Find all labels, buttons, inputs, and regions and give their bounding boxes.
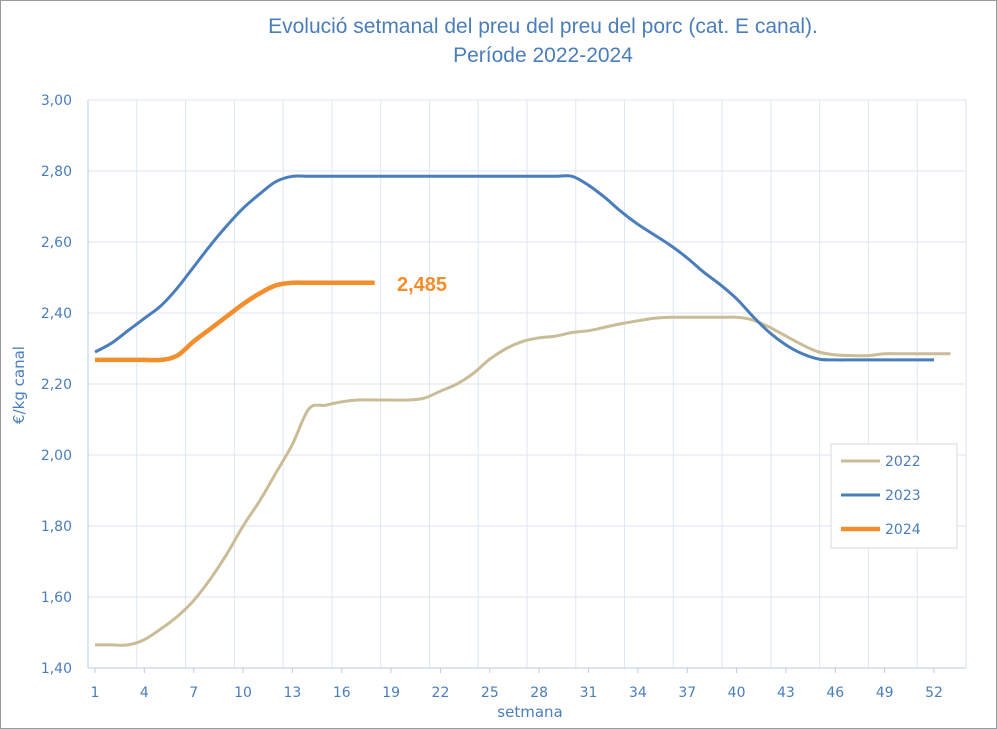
- x-tick-label: 16: [333, 685, 351, 701]
- x-tick-label: 1: [91, 685, 100, 701]
- x-tick-label: 19: [382, 685, 400, 701]
- x-tick-label: 43: [777, 685, 795, 701]
- series-line-2023: [94, 174, 934, 362]
- chart-title: Evolució setmanal del preu del preu del …: [268, 15, 818, 38]
- y-tick-label: 2,60: [41, 235, 72, 251]
- last-value-annotation: 2,485: [397, 274, 447, 296]
- legend-label-2022: 2022: [885, 454, 921, 470]
- y-axis-label: €/kg canal: [10, 346, 28, 424]
- legend-label-2023: 2023: [885, 488, 921, 504]
- series-lines: [94, 174, 951, 647]
- x-tick-label: 46: [826, 685, 844, 701]
- x-tick-label: 10: [234, 685, 252, 701]
- x-tick-label: 31: [580, 685, 598, 701]
- ticks: 1,40 1,60 1,80 2,00 2,20 2,40 2,60 2,80 3,00 1 4 7 1…: [41, 93, 943, 701]
- x-tick-label: 34: [629, 685, 647, 701]
- x-tick-label: 25: [481, 685, 499, 701]
- y-tick-label: 1,40: [41, 661, 72, 677]
- y-tick-label: 2,80: [41, 164, 72, 180]
- grid: [88, 99, 967, 669]
- legend-label-2024: 2024: [885, 522, 921, 538]
- x-tick-label: 37: [678, 685, 696, 701]
- x-tick-label: 7: [189, 685, 198, 701]
- y-tick-label: 2,40: [41, 306, 72, 322]
- axes: [87, 100, 966, 673]
- series-line-2024: [95, 280, 375, 363]
- legend: 2022 2023 2024: [830, 443, 958, 549]
- x-tick-label: 49: [876, 685, 894, 701]
- x-axis-label: setmana: [497, 703, 562, 721]
- y-tick-label: 1,80: [41, 519, 72, 535]
- series-line-2022: [95, 315, 951, 647]
- y-tick-label: 2,00: [41, 448, 72, 464]
- x-tick-label: 40: [728, 685, 746, 701]
- y-tick-label: 1,60: [41, 590, 72, 606]
- y-tick-label: 2,20: [41, 377, 72, 393]
- x-tick-label: 52: [925, 685, 943, 701]
- chart-subtitle: Període 2022-2024: [453, 44, 633, 67]
- x-tick-label: 22: [432, 685, 450, 701]
- x-tick-label: 4: [140, 685, 149, 701]
- y-tick-label: 3,00: [41, 93, 72, 109]
- x-tick-label: 28: [530, 685, 548, 701]
- x-tick-label: 13: [283, 685, 301, 701]
